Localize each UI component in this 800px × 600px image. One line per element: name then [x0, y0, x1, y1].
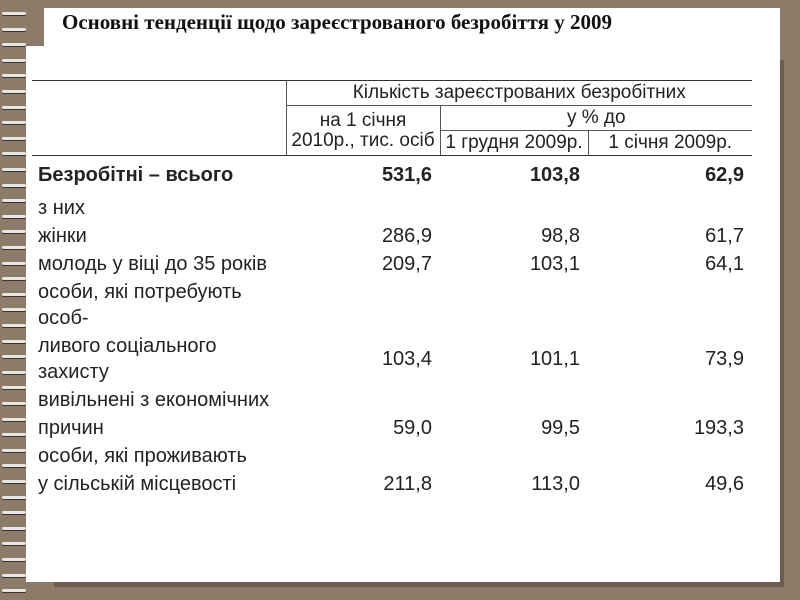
title-box: [44, 8, 780, 46]
cell-value-pct-dec: [440, 194, 588, 222]
binder-rings: [0, 0, 30, 600]
binder-ring: [2, 339, 26, 343]
table-row: з них: [32, 194, 752, 222]
binder-ring: [2, 370, 26, 374]
binder-ring: [2, 542, 26, 546]
header-col2: 1 грудня 2009р.: [439, 130, 589, 156]
header-main: Кількість зареєстрованих безробітних: [285, 80, 752, 106]
binder-ring: [2, 386, 26, 390]
binder-ring: [2, 90, 26, 93]
cell-value-thousands: [286, 278, 440, 332]
header-col1: на 1 січня 2010р., тис. осіб: [285, 105, 441, 156]
table-row: жінки 286,9 98,8 61,7: [32, 222, 752, 250]
binder-ring: [2, 261, 26, 265]
binder-ring: [2, 168, 26, 171]
cell-value-pct-jan: [588, 442, 752, 470]
table-body: Безробітні – всього 531,6 103,8 62,9 з них жі…: [32, 156, 752, 502]
binder-ring: [2, 308, 26, 312]
binder-ring: [2, 526, 26, 530]
cell-value-pct-dec: 113,0: [531, 473, 580, 495]
row-label: молодь у віці до 35 років: [38, 253, 267, 275]
cell-value-pct-jan: 49,6: [705, 473, 744, 495]
cell-value-pct-dec: [440, 442, 588, 470]
cell-value-pct-dec: [440, 278, 588, 332]
row-label: з них: [38, 197, 85, 219]
binder-ring: [2, 246, 26, 249]
binder-ring: [2, 448, 26, 452]
header-pct: у % до: [439, 105, 752, 131]
binder-ring: [2, 402, 26, 405]
binder-ring: [2, 511, 26, 515]
cell-value-thousands: 211,8: [383, 473, 432, 495]
cell-value-thousands: [286, 194, 440, 222]
binder-ring: [2, 136, 26, 140]
cell-value-pct-jan: [588, 194, 752, 222]
binder-ring: [2, 183, 26, 187]
cell-value-pct-jan: [588, 278, 752, 332]
cell-value-thousands: 209,7: [381, 253, 432, 275]
table-row: вивільнені з економічних: [32, 386, 752, 414]
cell-value-thousands: 103,4: [381, 348, 432, 370]
table-row: особи, які потребують особ-: [32, 278, 752, 332]
row-label: жінки: [38, 225, 87, 247]
table-row: молодь у віці до 35 років 209,7 103,1 64,1: [32, 250, 752, 278]
cell-value-pct-jan: 61,7: [705, 225, 744, 247]
binder-ring: [2, 43, 26, 47]
binder-ring: [2, 558, 26, 561]
cell-value-pct-jan: [588, 386, 752, 414]
binder-ring: [2, 105, 26, 109]
cell-value-pct-jan: 64,1: [705, 253, 744, 275]
binder-ring: [2, 12, 26, 15]
binder-ring: [2, 480, 26, 483]
table-row: Безробітні – всього 531,6 103,8 62,9: [32, 156, 752, 195]
header-col3: 1 січня 2009р.: [587, 130, 752, 156]
binder-ring: [2, 214, 26, 218]
row-label: Безробітні – всього: [38, 164, 234, 186]
binder-ring: [2, 573, 26, 577]
cell-value-pct-jan: 62,9: [705, 164, 744, 186]
binder-ring: [2, 58, 26, 62]
row-label: у сільській місцевості: [38, 473, 237, 495]
binder-ring: [2, 27, 26, 31]
row-label: особи, які проживають: [38, 445, 247, 467]
table-row: ливого соціального захисту 103,4 101,1 73,9: [32, 332, 752, 386]
binder-ring: [2, 121, 26, 125]
binder-ring: [2, 324, 26, 327]
cell-value-pct-dec: 103,1: [529, 253, 580, 275]
unemployment-table: Кількість зареєстрованих безробітних на …: [32, 80, 752, 501]
cell-value-pct-dec: 99,5: [541, 417, 580, 439]
cell-value-thousands: 286,9: [381, 225, 432, 247]
cell-value-pct-dec: [440, 386, 588, 414]
cell-value-thousands: [286, 442, 440, 470]
row-label: ливого соціального захисту: [38, 335, 217, 383]
binder-ring: [2, 292, 26, 296]
table-row: особи, які проживають: [32, 442, 752, 470]
binder-ring: [2, 199, 26, 203]
cell-value-pct-jan: 193,3: [693, 417, 744, 439]
cell-value-pct-dec: 103,8: [529, 164, 580, 186]
binder-ring: [2, 152, 26, 156]
page-title: Основні тенденції щодо зареєстрованого б…: [62, 10, 613, 34]
cell-value-pct-jan: 73,9: [705, 348, 744, 370]
table-row: причин 59,0 99,5 193,3: [32, 414, 752, 442]
table-row: у сільській місцевості 211,8 113,0 49,6: [32, 470, 752, 501]
binder-ring: [2, 74, 26, 78]
binder-ring: [2, 277, 26, 281]
binder-ring: [2, 464, 26, 468]
binder-ring: [2, 417, 26, 421]
cell-value-thousands: 59,0: [393, 417, 432, 439]
binder-ring: [2, 355, 26, 359]
row-label: причин: [38, 417, 104, 439]
cell-value-pct-dec: 101,1: [529, 348, 580, 370]
row-label: вивільнені з економічних: [38, 389, 270, 411]
header-blank: [32, 80, 287, 156]
cell-value-thousands: 531,6: [381, 164, 432, 186]
binder-ring: [2, 433, 26, 437]
binder-ring: [2, 589, 26, 593]
row-label: особи, які потребують особ-: [38, 281, 242, 329]
binder-ring: [2, 230, 26, 234]
cell-value-thousands: [286, 386, 440, 414]
cell-value-pct-dec: 98,8: [541, 225, 580, 247]
binder-ring: [2, 495, 26, 499]
